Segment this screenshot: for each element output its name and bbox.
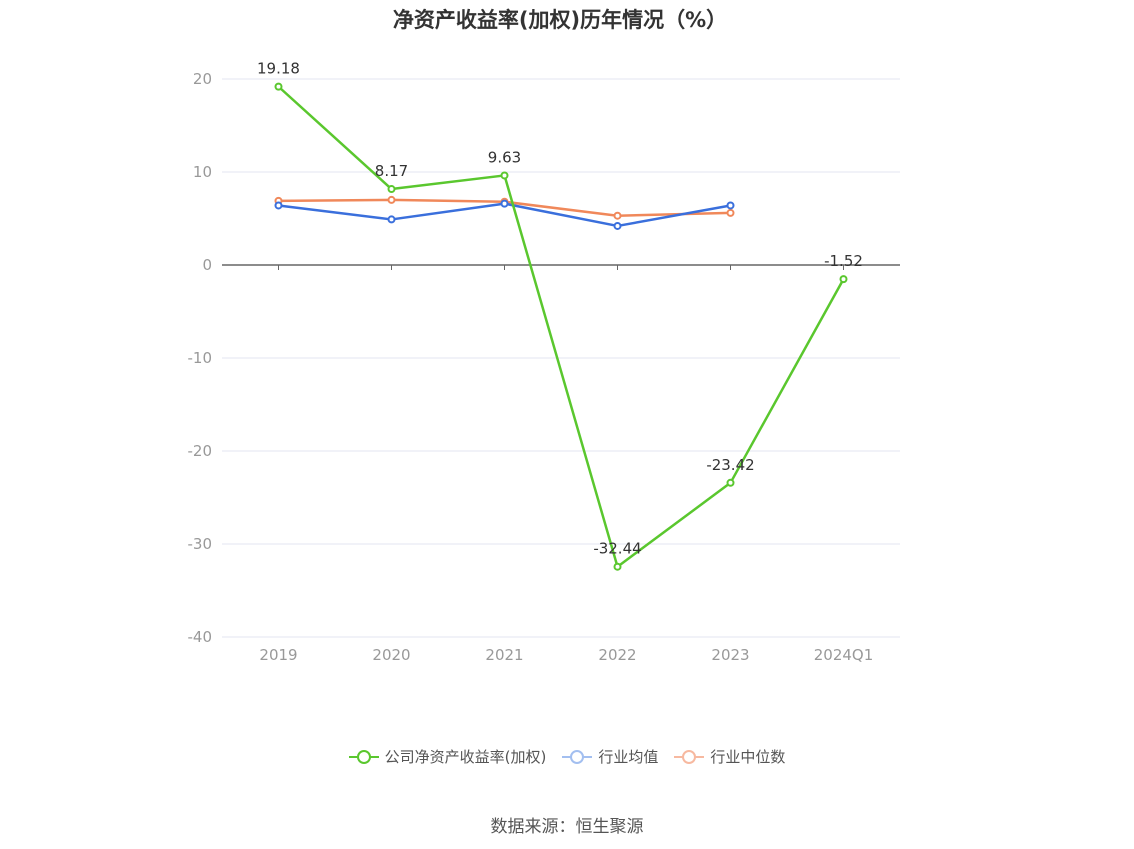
data-source-note: 数据来源：恒生聚源 (490, 817, 644, 837)
data-point-1 (387, 215, 396, 224)
data-label: 9.63 (488, 148, 521, 166)
data-point-1 (274, 201, 283, 210)
x-tick-label: 2022 (598, 646, 636, 664)
chart-legend: 公司净资产收益率(加权) 行业均值 行业中位数 (0, 746, 1134, 767)
data-label: -32.44 (593, 540, 641, 558)
legend-company-marker-icon (348, 747, 379, 767)
x-tick-label: 2024Q1 (814, 646, 874, 664)
data-point-0 (613, 562, 622, 571)
legend-item-industry-median[interactable]: 行业中位数 (674, 746, 785, 767)
data-label: -23.42 (706, 456, 754, 474)
data-point-0 (387, 185, 396, 194)
x-tick-label: 2019 (259, 646, 297, 664)
data-label: 19.18 (257, 60, 300, 78)
y-tick-label: 20 (193, 70, 212, 88)
legend-item-company[interactable]: 公司净资产收益率(加权) (348, 746, 547, 767)
data-point-1 (613, 221, 622, 230)
legend-median-marker-icon (674, 747, 705, 767)
data-point-1 (500, 199, 509, 208)
data-label: -1.52 (824, 252, 863, 270)
series-line-0 (277, 85, 845, 568)
data-label: 8.17 (375, 162, 408, 180)
y-tick-label: -30 (188, 535, 213, 553)
legend-item-industry-avg[interactable]: 行业均值 (562, 746, 658, 767)
x-tick-label: 2023 (711, 646, 749, 664)
data-point-2 (387, 195, 396, 204)
data-point-2 (726, 208, 735, 217)
line-chart: 20 10 0 -10 -20 -30 -40 2019 2020 2021 2022 2023 202… (188, 60, 900, 664)
data-point-0 (274, 82, 283, 91)
data-point-0 (839, 275, 848, 284)
y-tick-label: -10 (188, 349, 213, 367)
legend-company-label: 公司净资产收益率(加权) (384, 748, 547, 766)
data-point-2 (613, 211, 622, 220)
y-tick-label: -40 (188, 628, 213, 646)
y-tick-label: 0 (202, 256, 212, 274)
y-tick-label: -20 (188, 442, 213, 460)
legend-median-label: 行业中位数 (710, 748, 786, 766)
legend-avg-label: 行业均值 (598, 748, 659, 766)
chart-title: 净资产收益率(加权)历年情况（%） (392, 8, 728, 32)
data-point-0 (726, 478, 735, 487)
y-tick-label: 10 (193, 163, 212, 181)
data-point-0 (500, 171, 509, 180)
data-point-1 (726, 201, 735, 210)
legend-avg-marker-icon (562, 747, 593, 767)
x-tick-label: 2020 (372, 646, 410, 664)
x-tick-label: 2021 (485, 646, 523, 664)
